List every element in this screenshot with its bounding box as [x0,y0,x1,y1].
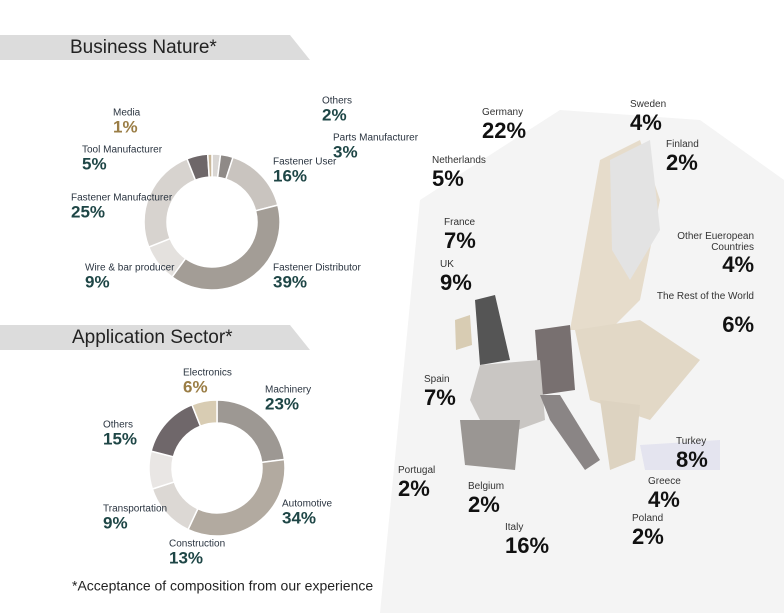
country-label: France [444,217,476,228]
footnote: *Acceptance of composition from our expe… [72,578,373,594]
slice-value: 6% [183,377,208,396]
country-label: Netherlands [432,155,486,166]
slice-label: Tool Manufacturer [82,145,163,156]
country-value: 7% [424,385,456,410]
slice-label: Fastener Manufacturer [71,193,173,204]
country-value: 2% [632,524,664,549]
country-label: Portugal [398,465,436,476]
slice-value: 5% [82,154,107,173]
country-value: 16% [505,533,550,558]
slice-value: 3% [333,142,358,161]
slice-label: Others [103,420,133,431]
slice [190,399,218,428]
slice-label: Parts Manufacturer [333,133,419,144]
country-label: UK [440,259,454,270]
slice-label: Wire & bar producer [85,263,175,274]
slice-label: Others [322,96,352,107]
country-value: 8% [676,447,708,472]
country-value: 5% [432,166,464,191]
section-title: Application Sector* [72,327,233,348]
country-value: 2% [666,150,698,175]
slice-value: 1% [113,117,138,136]
country-value: 4% [722,252,754,277]
country-label: Greece [648,476,681,487]
slice [150,403,202,458]
country-value: 22% [482,118,527,143]
slice [187,458,286,537]
slice [224,156,279,212]
country-label: Spain [424,374,450,385]
country-value: 4% [648,487,680,512]
country-label: The Rest of the World [656,291,754,302]
slice-value: 23% [265,394,299,413]
country-label: Finland [666,139,699,150]
slice-value: 15% [103,429,137,448]
slice-value: 9% [103,513,128,532]
slice-label: Automotive [282,499,332,510]
slice-value: 2% [322,105,347,124]
slice-value: 16% [273,166,307,185]
country-label: Poland [632,513,664,524]
slice-value: 39% [273,272,307,291]
country-label: Sweden [630,99,667,110]
header-band [0,325,310,350]
country-label: Germany [482,107,524,118]
slice-label: Electronics [183,368,232,379]
header-band [0,35,310,60]
country-label: Belgium [468,481,505,492]
slice-label: Construction [169,539,225,550]
country-label: Turkey [676,436,707,447]
slice-label: Media [113,108,141,119]
country-value: 2% [468,492,500,517]
country-label: Other Eueropean Countries [677,231,754,253]
slice-value: 13% [169,548,203,567]
section-title: Business Nature* [70,37,217,58]
slice [206,153,213,178]
country-value: 9% [440,270,472,295]
country-value: 6% [722,312,754,337]
slice-label: Machinery [265,385,311,396]
slice-value: 25% [71,202,105,221]
country-value: 7% [444,228,476,253]
country-value: 2% [398,476,430,501]
country-label: Italy [505,522,524,533]
map-shape [380,110,784,613]
slice-label: Fastener Distributor [273,263,361,274]
slice-label: Fastener User [273,157,337,168]
country-value: 4% [630,110,662,135]
slice-label: Transportation [103,504,167,515]
slice [170,204,281,291]
slice-value: 9% [85,272,110,291]
slice-value: 34% [282,508,316,527]
